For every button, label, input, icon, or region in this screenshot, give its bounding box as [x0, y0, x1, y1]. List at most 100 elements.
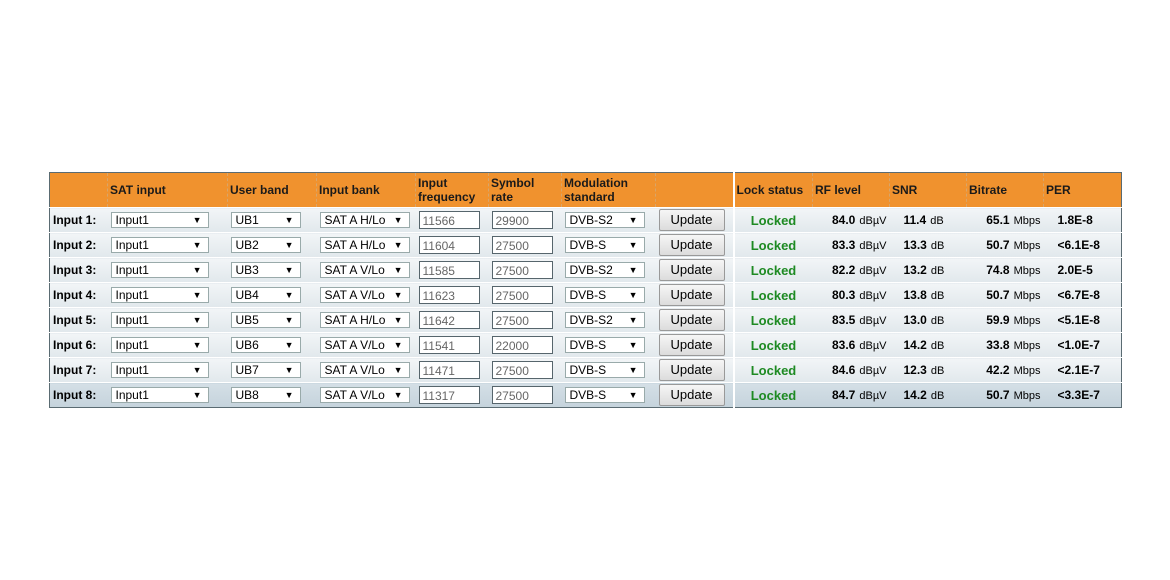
- modulation-select[interactable]: DVB-S2 ▼: [564, 262, 645, 278]
- modulation-select[interactable]: DVB-S2 ▼: [564, 212, 645, 228]
- sat-input-select[interactable]: Input1 ▼: [110, 287, 209, 303]
- modulation-select-value: DVB-S2: [569, 313, 613, 327]
- sat-input-select-value: Input1: [115, 288, 149, 302]
- input-bank-select[interactable]: SAT A V/Lo ▼: [319, 387, 410, 403]
- user-band-select[interactable]: UB7 ▼: [230, 362, 301, 378]
- header-rf-level: RF level: [812, 172, 890, 208]
- user-band-select[interactable]: UB2 ▼: [230, 237, 301, 253]
- user-band-select[interactable]: UB5 ▼: [230, 312, 301, 328]
- sat-input-select[interactable]: Input1 ▼: [110, 312, 209, 328]
- symbol-rate-field[interactable]: 27500: [491, 361, 553, 379]
- update-button[interactable]: Update: [658, 309, 725, 331]
- sat-input-select[interactable]: Input1 ▼: [110, 387, 209, 403]
- input-bank-select[interactable]: SAT A H/Lo ▼: [319, 212, 410, 228]
- symbol-rate-field[interactable]: 29900: [491, 211, 553, 229]
- symbol-rate-field[interactable]: 27500: [491, 386, 553, 404]
- header-modulation: Modulation standard: [561, 172, 656, 208]
- dropdown-arrow-icon: ▼: [192, 315, 202, 325]
- snr-value: 13.0: [903, 313, 927, 327]
- sat-input-select[interactable]: Input1 ▼: [110, 237, 209, 253]
- modulation-select[interactable]: DVB-S ▼: [564, 237, 645, 253]
- lock-status: Locked: [732, 257, 813, 283]
- update-button[interactable]: Update: [658, 284, 725, 306]
- snr-value: 14.2: [903, 338, 927, 352]
- rf-level-value: 84.6: [832, 363, 856, 377]
- update-button[interactable]: Update: [658, 334, 725, 356]
- symbol-rate-field[interactable]: 27500: [491, 286, 553, 304]
- update-button[interactable]: Update: [658, 359, 725, 381]
- row-label: Input 4:: [49, 282, 108, 308]
- update-button[interactable]: Update: [658, 259, 725, 281]
- sat-input-select-value: Input1: [115, 238, 149, 252]
- bitrate-value: 65.1: [986, 213, 1010, 227]
- dropdown-arrow-icon: ▼: [393, 340, 403, 350]
- row-label: Input 1:: [49, 207, 108, 233]
- sat-input-select[interactable]: Input1 ▼: [110, 212, 209, 228]
- header-bitrate: Bitrate: [966, 172, 1044, 208]
- input-bank-select[interactable]: SAT A V/Lo ▼: [319, 287, 410, 303]
- header-user-band: User band: [227, 172, 317, 208]
- input-frequency-field[interactable]: 11317: [418, 386, 480, 404]
- snr-unit: dB: [930, 240, 945, 252]
- rf-level-value: 83.3: [832, 238, 856, 252]
- dropdown-arrow-icon: ▼: [628, 315, 638, 325]
- bitrate-value: 59.9: [986, 313, 1010, 327]
- input-bank-select[interactable]: SAT A V/Lo ▼: [319, 337, 410, 353]
- bitrate-value: 50.7: [986, 288, 1010, 302]
- sat-input-select[interactable]: Input1 ▼: [110, 337, 209, 353]
- input-bank-select[interactable]: SAT A H/Lo ▼: [319, 237, 410, 253]
- symbol-rate-field[interactable]: 27500: [491, 236, 553, 254]
- input-frequency-field[interactable]: 11471: [418, 361, 480, 379]
- bitrate-unit: Mbps: [1013, 215, 1041, 227]
- modulation-select[interactable]: DVB-S ▼: [564, 287, 645, 303]
- modulation-select[interactable]: DVB-S2 ▼: [564, 312, 645, 328]
- modulation-select[interactable]: DVB-S ▼: [564, 337, 645, 353]
- dropdown-arrow-icon: ▼: [192, 240, 202, 250]
- input-frequency-field[interactable]: 11541: [418, 336, 480, 354]
- user-band-select[interactable]: UB6 ▼: [230, 337, 301, 353]
- sat-input-select[interactable]: Input1 ▼: [110, 262, 209, 278]
- header-action: [655, 172, 734, 208]
- row-label: Input 3:: [49, 257, 108, 283]
- input-bank-select[interactable]: SAT A H/Lo ▼: [319, 312, 410, 328]
- dropdown-arrow-icon: ▼: [393, 265, 403, 275]
- input-frequency-field[interactable]: 11623: [418, 286, 480, 304]
- input-frequency-field[interactable]: 11604: [418, 236, 480, 254]
- sat-input-select[interactable]: Input1 ▼: [110, 362, 209, 378]
- user-band-select[interactable]: UB4 ▼: [230, 287, 301, 303]
- symbol-rate-field[interactable]: 27500: [491, 311, 553, 329]
- update-button[interactable]: Update: [658, 209, 725, 231]
- header-snr: SNR: [889, 172, 967, 208]
- input-bank-select-value: SAT A V/Lo: [324, 338, 385, 352]
- rf-level-value: 84.7: [832, 388, 856, 402]
- row-label: Input 7:: [49, 357, 108, 383]
- lock-status: Locked: [732, 207, 813, 233]
- snr-unit: dB: [930, 265, 945, 277]
- lock-status: Locked: [732, 282, 813, 308]
- symbol-rate-field[interactable]: 22000: [491, 336, 553, 354]
- user-band-select[interactable]: UB8 ▼: [230, 387, 301, 403]
- dropdown-arrow-icon: ▼: [284, 240, 294, 250]
- modulation-select[interactable]: DVB-S ▼: [564, 362, 645, 378]
- dropdown-arrow-icon: ▼: [192, 390, 202, 400]
- update-button[interactable]: Update: [658, 234, 725, 256]
- input-bank-select[interactable]: SAT A V/Lo ▼: [319, 362, 410, 378]
- sat-input-select-value: Input1: [115, 363, 149, 377]
- user-band-select[interactable]: UB1 ▼: [230, 212, 301, 228]
- table-row: Input 4: Input1 ▼ UB4 ▼ SAT A V/Lo ▼ 11623 …: [49, 282, 1122, 308]
- rf-level-value: 82.2: [832, 263, 856, 277]
- input-bank-select[interactable]: SAT A V/Lo ▼: [319, 262, 410, 278]
- table-row: Input 1: Input1 ▼ UB1 ▼ SAT A H/Lo ▼ 11566 …: [49, 207, 1122, 233]
- per-value: <6.1E-8: [1043, 232, 1122, 258]
- bitrate-unit: Mbps: [1013, 340, 1041, 352]
- snr-value: 12.3: [903, 363, 927, 377]
- input-frequency-field[interactable]: 11566: [418, 211, 480, 229]
- update-button[interactable]: Update: [658, 384, 725, 406]
- lock-status: Locked: [732, 357, 813, 383]
- input-frequency-field[interactable]: 11642: [418, 311, 480, 329]
- input-frequency-field[interactable]: 11585: [418, 261, 480, 279]
- symbol-rate-field[interactable]: 27500: [491, 261, 553, 279]
- bitrate-value: 74.8: [986, 263, 1010, 277]
- modulation-select[interactable]: DVB-S ▼: [564, 387, 645, 403]
- user-band-select[interactable]: UB3 ▼: [230, 262, 301, 278]
